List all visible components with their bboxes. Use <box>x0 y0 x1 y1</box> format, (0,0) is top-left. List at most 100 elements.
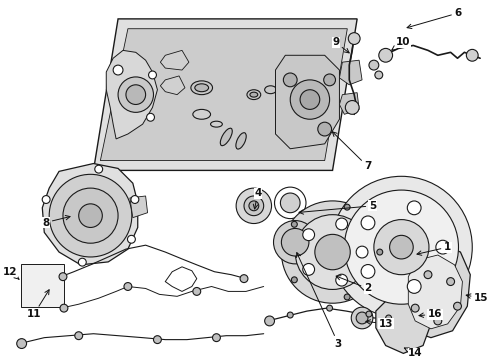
Circle shape <box>374 71 382 79</box>
Circle shape <box>389 235 412 259</box>
FancyBboxPatch shape <box>20 264 64 307</box>
Circle shape <box>407 201 420 215</box>
Text: 9: 9 <box>332 37 348 53</box>
Circle shape <box>264 316 274 326</box>
Circle shape <box>244 196 263 216</box>
Circle shape <box>314 234 349 270</box>
Text: 5: 5 <box>298 201 375 214</box>
Ellipse shape <box>194 84 208 92</box>
Circle shape <box>355 312 367 324</box>
Circle shape <box>360 265 374 278</box>
Polygon shape <box>401 242 469 338</box>
Ellipse shape <box>190 81 212 95</box>
Circle shape <box>295 215 369 289</box>
Circle shape <box>300 90 319 109</box>
Circle shape <box>335 274 347 286</box>
Circle shape <box>212 334 220 342</box>
Circle shape <box>347 33 359 45</box>
Circle shape <box>376 249 382 255</box>
Polygon shape <box>339 93 358 114</box>
Text: 6: 6 <box>407 8 461 28</box>
Circle shape <box>281 229 308 256</box>
Circle shape <box>153 336 161 343</box>
Circle shape <box>335 218 347 230</box>
Polygon shape <box>375 294 430 354</box>
Circle shape <box>344 190 458 304</box>
Circle shape <box>407 280 420 293</box>
Text: 4: 4 <box>253 188 261 209</box>
Polygon shape <box>100 29 346 161</box>
Circle shape <box>60 304 68 312</box>
Circle shape <box>280 193 300 213</box>
Text: 12: 12 <box>3 267 19 279</box>
Circle shape <box>291 277 297 283</box>
Circle shape <box>63 188 118 243</box>
Circle shape <box>302 229 314 240</box>
Circle shape <box>273 221 316 264</box>
Text: 1: 1 <box>416 242 450 255</box>
Circle shape <box>326 305 332 311</box>
Circle shape <box>423 271 431 279</box>
Circle shape <box>240 275 247 283</box>
Polygon shape <box>275 55 339 149</box>
Circle shape <box>124 283 132 291</box>
Circle shape <box>236 188 271 224</box>
Circle shape <box>373 220 428 275</box>
Circle shape <box>126 85 145 104</box>
Ellipse shape <box>210 121 222 127</box>
Polygon shape <box>42 163 138 265</box>
Circle shape <box>192 288 200 295</box>
Circle shape <box>146 113 154 121</box>
Circle shape <box>118 77 153 112</box>
Circle shape <box>344 204 349 210</box>
Circle shape <box>59 273 67 280</box>
Circle shape <box>415 311 425 321</box>
Polygon shape <box>130 196 147 218</box>
Polygon shape <box>407 255 462 329</box>
Ellipse shape <box>246 90 260 100</box>
Circle shape <box>435 240 448 254</box>
Circle shape <box>79 204 102 228</box>
Circle shape <box>95 165 102 173</box>
Text: 14: 14 <box>404 348 422 359</box>
Ellipse shape <box>192 109 210 119</box>
Circle shape <box>350 307 372 329</box>
Text: 3: 3 <box>296 253 341 348</box>
Text: 10: 10 <box>391 37 409 50</box>
Circle shape <box>78 258 86 266</box>
Circle shape <box>290 80 329 119</box>
Text: 2: 2 <box>335 276 370 293</box>
Circle shape <box>291 221 297 227</box>
Circle shape <box>355 246 367 258</box>
Polygon shape <box>160 76 184 95</box>
Text: 11: 11 <box>27 290 49 319</box>
Text: 13: 13 <box>365 319 392 329</box>
Circle shape <box>131 195 139 203</box>
Ellipse shape <box>249 92 257 97</box>
Text: 16: 16 <box>418 309 442 319</box>
Text: 7: 7 <box>332 132 371 171</box>
Circle shape <box>360 216 374 230</box>
Circle shape <box>317 122 331 136</box>
Polygon shape <box>106 50 157 139</box>
Circle shape <box>287 312 293 318</box>
Circle shape <box>453 302 461 310</box>
Circle shape <box>446 278 454 285</box>
Circle shape <box>323 74 335 86</box>
Polygon shape <box>339 60 361 85</box>
Circle shape <box>281 201 383 303</box>
Circle shape <box>127 235 135 243</box>
Circle shape <box>49 174 132 257</box>
Circle shape <box>302 264 314 275</box>
Circle shape <box>283 73 297 87</box>
Circle shape <box>75 332 82 339</box>
Circle shape <box>410 304 418 312</box>
Ellipse shape <box>264 86 276 94</box>
Text: 8: 8 <box>42 216 70 228</box>
Circle shape <box>368 60 378 70</box>
Circle shape <box>385 315 391 321</box>
Ellipse shape <box>220 128 232 146</box>
Polygon shape <box>160 50 188 70</box>
Polygon shape <box>93 19 356 170</box>
Circle shape <box>17 339 26 348</box>
